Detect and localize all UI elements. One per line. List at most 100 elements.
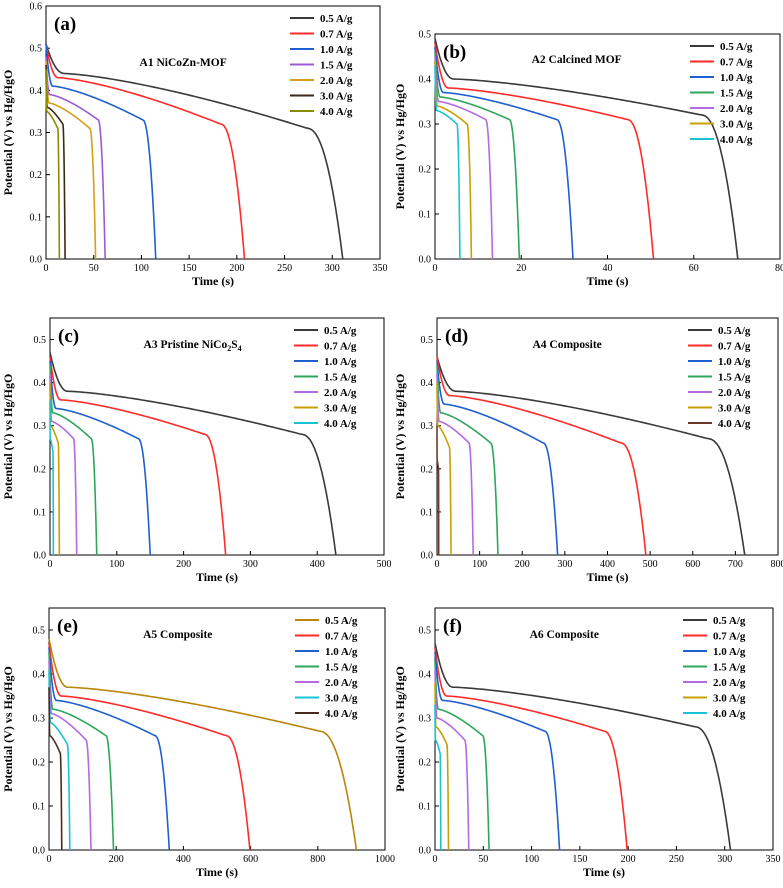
panel-title-text: A2 Calcined MOF bbox=[532, 54, 622, 66]
panel-letter: (c) bbox=[58, 326, 79, 347]
panel-title-subscript: 2 bbox=[227, 344, 231, 353]
x-tick-label: 300 bbox=[557, 559, 572, 570]
series-line bbox=[434, 651, 561, 851]
x-tick-label: 800 bbox=[771, 559, 783, 570]
legend-label: 2.0 A/g bbox=[720, 103, 753, 115]
series-line bbox=[45, 43, 157, 260]
series-line bbox=[434, 682, 450, 851]
series-group bbox=[49, 352, 337, 556]
legend-label: 1.0 A/g bbox=[713, 646, 746, 658]
series-group bbox=[48, 638, 358, 851]
x-axis-title: Time (s) bbox=[586, 274, 628, 288]
legend: 0.5 A/g 0.7 A/g 1.0 A/g 1.5 A/g 2.0 A/g 3.0 A… bbox=[690, 41, 753, 146]
y-tick-label: 0.3 bbox=[33, 714, 46, 725]
series-line bbox=[436, 361, 559, 556]
y-tick-label: 0.6 bbox=[30, 2, 43, 13]
legend-label: 1.5 A/g bbox=[324, 372, 357, 384]
y-axis-title: Potential (V) vs Hg/HgO bbox=[1, 374, 15, 500]
series-line bbox=[45, 43, 246, 260]
x-tick-label: 0 bbox=[435, 559, 440, 570]
y-tick-label: 0.0 bbox=[419, 255, 432, 266]
series-line bbox=[436, 382, 452, 556]
y-tick-label: 0.4 bbox=[30, 86, 43, 97]
panel-title: A3 Pristine NiCo2S4 bbox=[144, 339, 242, 353]
y-tick-label: 0.2 bbox=[419, 758, 432, 769]
x-tick-label: 400 bbox=[310, 559, 325, 570]
x-axis-title: Time (s) bbox=[192, 274, 234, 288]
x-axis-title: Time (s) bbox=[583, 865, 625, 879]
series-line bbox=[45, 56, 106, 260]
series-line bbox=[48, 647, 171, 851]
y-tick-label: 0.3 bbox=[419, 120, 432, 131]
panel-letter: (a) bbox=[54, 14, 76, 35]
legend-label: 0.7 A/g bbox=[320, 29, 353, 41]
legend: 0.5 A/g 0.7 A/g 1.0 A/g 1.5 A/g 2.0 A/g 3.0 A… bbox=[688, 325, 751, 430]
legend-label: 1.5 A/g bbox=[718, 372, 751, 384]
legend-label: 2.0 A/g bbox=[324, 387, 357, 399]
panel-letter: (f) bbox=[443, 616, 462, 637]
series-line bbox=[436, 425, 440, 556]
legend-label: 1.5 A/g bbox=[713, 662, 746, 674]
y-axis-title: Potential (V) vs Hg/HgO bbox=[393, 374, 407, 500]
series-line bbox=[436, 356, 647, 556]
series-group bbox=[434, 643, 732, 851]
series-group bbox=[436, 356, 746, 556]
panel-title-text: A4 Composite bbox=[532, 339, 601, 351]
x-tick-label: 0 bbox=[433, 854, 438, 865]
x-axis-title: Time (s) bbox=[586, 570, 628, 584]
x-tick-label: 80 bbox=[775, 263, 783, 274]
series-line bbox=[48, 638, 358, 851]
x-tick-label: 300 bbox=[325, 263, 340, 274]
legend-label: 1.5 A/g bbox=[325, 662, 358, 674]
legend-label: 4.0 A/g bbox=[720, 134, 753, 146]
y-tick-label: 0.5 bbox=[33, 626, 46, 637]
panel-title-text: A5 Composite bbox=[143, 629, 212, 641]
legend-label: 0.5 A/g bbox=[718, 325, 751, 337]
legend-label: 4.0 A/g bbox=[320, 106, 353, 118]
series-line bbox=[48, 660, 92, 851]
x-tick-label: 600 bbox=[243, 854, 258, 865]
series-line bbox=[434, 42, 655, 260]
panel-title: A4 Composite bbox=[532, 339, 601, 351]
x-tick-label: 50 bbox=[89, 263, 99, 274]
panel-title: A6 Composite bbox=[530, 629, 599, 641]
x-tick-label: 40 bbox=[603, 263, 613, 274]
y-tick-label: 0.0 bbox=[33, 846, 46, 857]
legend-label: 4.0 A/g bbox=[325, 708, 358, 720]
x-axis-title: Time (s) bbox=[196, 570, 238, 584]
y-tick-label: 0.4 bbox=[419, 670, 432, 681]
plot-frame bbox=[49, 317, 385, 556]
legend-label: 3.0 A/g bbox=[325, 693, 358, 705]
panel-letter: (d) bbox=[445, 326, 468, 347]
panel-a: 0 50 100 150 200 250 300 350 0.0 0.1 0.2 0.3 0.4 0.5 0… bbox=[1, 2, 388, 289]
y-tick-label: 0.1 bbox=[419, 210, 432, 221]
y-tick-label: 0.4 bbox=[34, 378, 47, 389]
legend-label: 0.5 A/g bbox=[320, 13, 353, 25]
legend-label: 1.0 A/g bbox=[718, 356, 751, 368]
x-tick-label: 0 bbox=[47, 854, 52, 865]
x-tick-label: 200 bbox=[229, 263, 244, 274]
y-tick-label: 0.2 bbox=[33, 758, 46, 769]
legend-label: 0.7 A/g bbox=[325, 631, 358, 643]
x-tick-label: 250 bbox=[669, 854, 684, 865]
legend-label: 3.0 A/g bbox=[320, 91, 353, 103]
x-tick-label: 150 bbox=[182, 263, 197, 274]
y-tick-label: 0.5 bbox=[419, 30, 432, 41]
legend-label: 0.5 A/g bbox=[720, 41, 753, 53]
y-tick-label: 0.1 bbox=[33, 802, 46, 813]
legend-label: 1.5 A/g bbox=[320, 60, 353, 72]
x-tick-label: 0 bbox=[433, 263, 438, 274]
x-tick-label: 300 bbox=[717, 854, 732, 865]
y-tick-label: 0.0 bbox=[34, 551, 47, 562]
panel-title: A5 Composite bbox=[143, 629, 212, 641]
series-group bbox=[45, 43, 344, 260]
legend-label: 0.5 A/g bbox=[325, 615, 358, 627]
y-tick-label: 0.5 bbox=[419, 626, 432, 637]
x-tick-label: 200 bbox=[515, 559, 530, 570]
legend-label: 0.7 A/g bbox=[718, 341, 751, 353]
x-tick-label: 60 bbox=[689, 263, 699, 274]
x-tick-label: 150 bbox=[572, 854, 587, 865]
legend-label: 3.0 A/g bbox=[324, 403, 357, 415]
y-tick-label: 0.2 bbox=[421, 464, 434, 475]
